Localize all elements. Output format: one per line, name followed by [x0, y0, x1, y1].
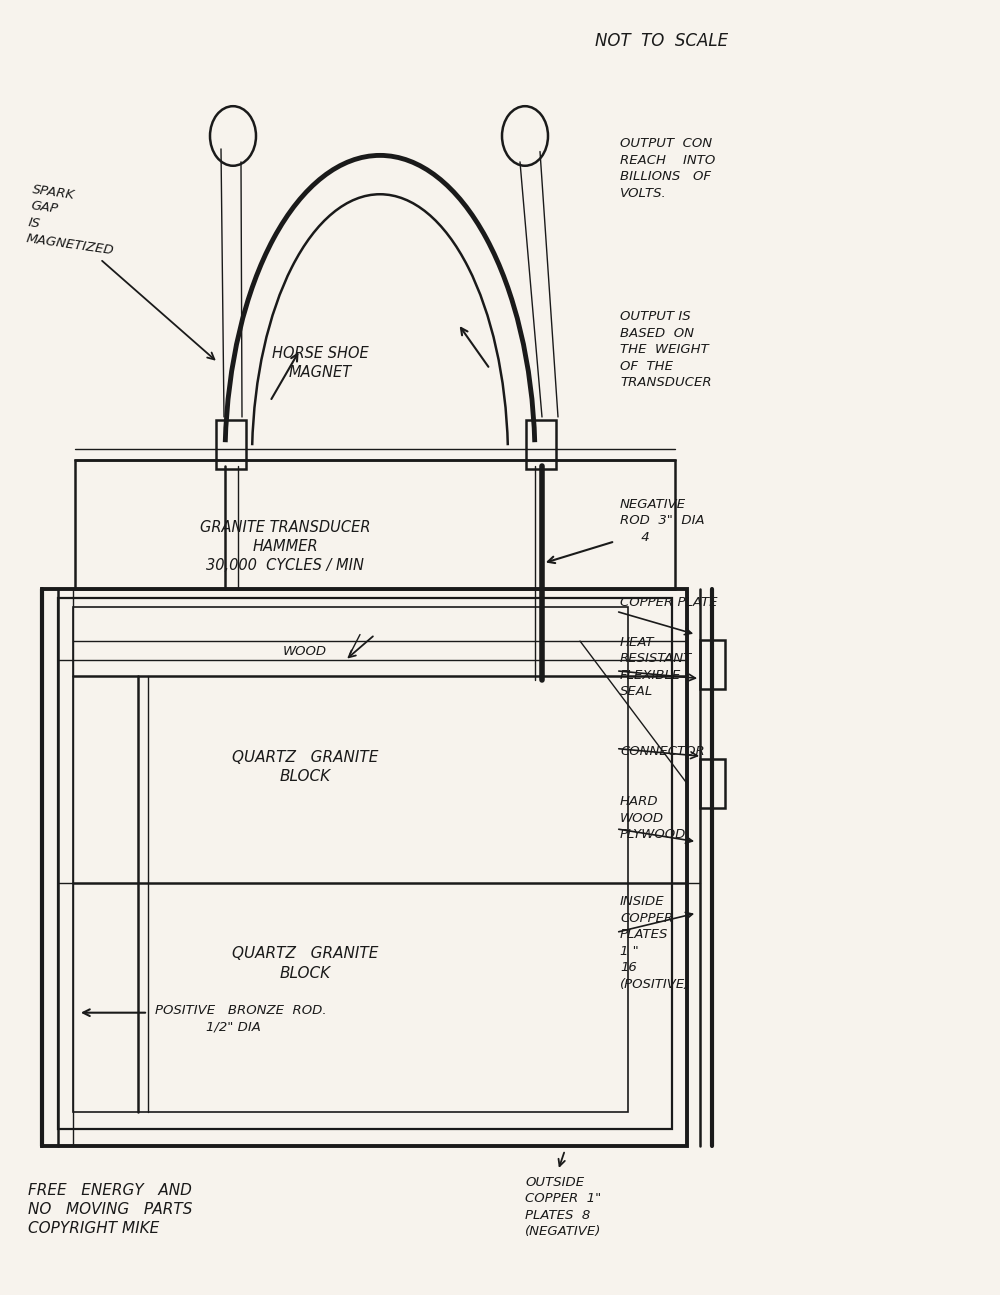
Text: POSITIVE   BRONZE  ROD.
            1/2" DIA: POSITIVE BRONZE ROD. 1/2" DIA [155, 1005, 327, 1033]
Text: QUARTZ   GRANITE
BLOCK: QUARTZ GRANITE BLOCK [232, 947, 378, 980]
Bar [75, 460, 675, 589]
Text: OUTSIDE
COPPER  1"
PLATES  8
(NEGATIVE): OUTSIDE COPPER 1" PLATES 8 (NEGATIVE) [525, 1176, 601, 1238]
Bar [42, 589, 687, 1146]
Text: QUARTZ   GRANITE
BLOCK: QUARTZ GRANITE BLOCK [232, 750, 378, 783]
Text: GRANITE TRANSDUCER
HAMMER
30,000  CYCLES / MIN: GRANITE TRANSDUCER HAMMER 30,000 CYCLES … [200, 519, 370, 574]
Text: INSIDE
COPPER
PLATES
1 "
16
(POSITIVE): INSIDE COPPER PLATES 1 " 16 (POSITIVE) [620, 895, 690, 991]
Text: CONNECTOR: CONNECTOR [620, 745, 705, 758]
Bar [58, 598, 672, 1129]
Bar [73, 607, 628, 1112]
Text: NEGATIVE
ROD  3"  DIA
     4: NEGATIVE ROD 3" DIA 4 [620, 497, 705, 544]
Bar [526, 420, 556, 469]
Text: HEAT
RESISTANT
FLEXIBLE
SEAL: HEAT RESISTANT FLEXIBLE SEAL [620, 636, 692, 698]
Text: OUTPUT  CON
REACH    INTO
BILLIONS   OF
VOLTS.: OUTPUT CON REACH INTO BILLIONS OF VOLTS. [620, 137, 715, 199]
Text: SPARK
GAP
IS
MAGNETIZED: SPARK GAP IS MAGNETIZED [25, 183, 122, 258]
Text: NOT  TO  SCALE: NOT TO SCALE [595, 32, 728, 51]
Text: HORSE SHOE
MAGNET: HORSE SHOE MAGNET [272, 346, 368, 379]
Text: FREE   ENERGY   AND
NO   MOVING   PARTS
COPYRIGHT MIKE: FREE ENERGY AND NO MOVING PARTS COPYRIGH… [28, 1182, 192, 1237]
Bar [700, 640, 725, 689]
Text: OUTPUT IS
BASED  ON
THE  WEIGHT
OF  THE
TRANSDUCER: OUTPUT IS BASED ON THE WEIGHT OF THE TRA… [620, 310, 712, 390]
Bar [216, 420, 246, 469]
Text: WOOD: WOOD [283, 645, 327, 658]
Text: COPPER PLATE: COPPER PLATE [620, 596, 718, 609]
Bar [700, 759, 725, 808]
Text: HARD
WOOD
PLYWOOD: HARD WOOD PLYWOOD [620, 795, 686, 842]
